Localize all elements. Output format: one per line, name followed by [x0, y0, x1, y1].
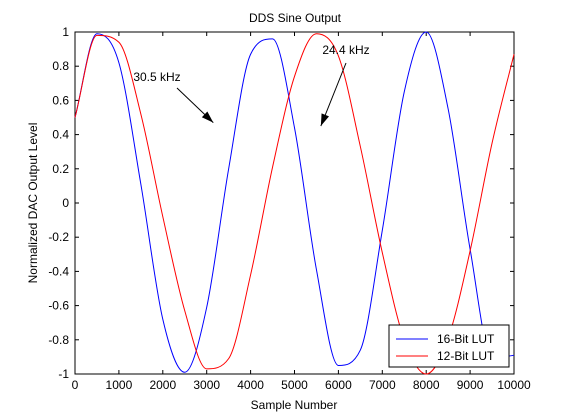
x-tick-label: 8000 [413, 378, 440, 392]
annotation-label: 30.5 kHz [133, 70, 180, 84]
x-tick-label: 6000 [325, 378, 352, 392]
series-line-blue [74, 31, 515, 373]
annotation-arrowhead [320, 113, 330, 127]
legend-label: 12-Bit LUT [437, 349, 495, 363]
chart-title: DDS Sine Output [249, 11, 342, 25]
y-tick-label: -0.4 [48, 264, 69, 278]
y-tick-label: -0.8 [48, 333, 69, 347]
x-tick-label: 0 [72, 378, 79, 392]
y-tick-label: -0.2 [48, 230, 69, 244]
annotations: 30.5 kHz 24.4 kHz [133, 43, 370, 127]
annotation-arrowhead [201, 111, 214, 123]
x-tick-label: 3000 [193, 378, 220, 392]
x-tick-label: 10000 [497, 378, 531, 392]
x-tick-label: 9000 [457, 378, 484, 392]
y-tick-label: 1 [62, 25, 69, 39]
x-tick-label: 1000 [106, 378, 133, 392]
y-tick-label: -0.6 [48, 299, 69, 313]
x-tick-label: 2000 [149, 378, 176, 392]
y-axis-label: Normalized DAC Output Level [26, 123, 40, 284]
y-tick-label: 0.8 [52, 59, 69, 73]
plot-area [74, 31, 515, 375]
annotation-label: 24.4 kHz [322, 43, 369, 57]
y-tick-label: -1 [58, 367, 69, 381]
y-tick-label: 0.6 [52, 93, 69, 107]
legend-label: 16-Bit LUT [437, 332, 495, 346]
y-tick-label: 0.2 [52, 162, 69, 176]
x-axis-label: Sample Number [251, 398, 338, 412]
x-tick-label: 7000 [369, 378, 396, 392]
x-tick-label: 5000 [281, 378, 308, 392]
legend: 16-Bit LUT 12-Bit LUT [388, 324, 510, 368]
y-tick-label: 0 [62, 196, 69, 210]
tick-marks [74, 31, 515, 375]
legend-box [388, 324, 510, 368]
x-tick-label: 4000 [237, 378, 264, 392]
y-tick-label: 0.4 [52, 128, 69, 142]
